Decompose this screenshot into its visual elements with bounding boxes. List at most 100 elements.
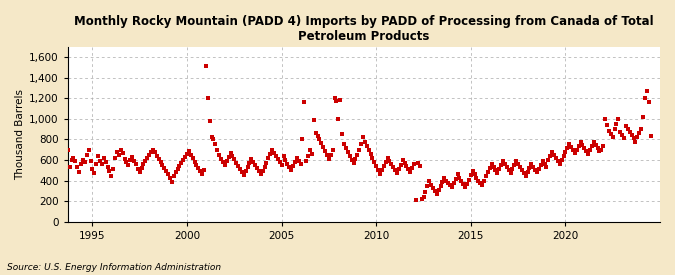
Point <box>187 156 198 160</box>
Point <box>639 96 650 101</box>
Point <box>543 158 554 162</box>
Point <box>405 170 416 175</box>
Point <box>589 139 599 144</box>
Point <box>125 158 136 162</box>
Point <box>64 165 75 169</box>
Point <box>481 174 491 179</box>
Point <box>304 148 315 152</box>
Point <box>106 174 117 179</box>
Point <box>295 162 306 166</box>
Point <box>280 158 291 162</box>
Point <box>176 161 187 165</box>
Point <box>524 166 535 170</box>
Point <box>172 167 183 172</box>
Point <box>382 156 393 160</box>
Point <box>363 148 374 152</box>
Point <box>265 152 275 156</box>
Point <box>630 139 641 144</box>
Point <box>119 157 130 161</box>
Point <box>601 123 612 127</box>
Point <box>575 139 586 144</box>
Point <box>560 150 571 154</box>
Point <box>641 89 652 93</box>
Point <box>111 150 122 154</box>
Point <box>87 167 98 172</box>
Point <box>170 170 181 175</box>
Point <box>622 127 633 131</box>
Point <box>117 151 128 155</box>
Point <box>78 158 88 162</box>
Point <box>142 156 153 160</box>
Point <box>577 142 588 147</box>
Point <box>320 148 331 153</box>
Point <box>151 154 162 158</box>
Point <box>533 167 544 172</box>
Point <box>205 119 215 123</box>
Point <box>626 133 637 138</box>
Point <box>178 158 188 162</box>
Point <box>74 170 84 175</box>
Point <box>592 145 603 150</box>
Point <box>628 136 639 141</box>
Point <box>263 156 274 160</box>
Point <box>446 185 457 189</box>
Point <box>212 148 223 152</box>
Point <box>435 183 446 188</box>
Point <box>469 172 480 177</box>
Point <box>418 195 429 199</box>
Point <box>513 162 524 166</box>
Text: Source: U.S. Energy Information Administration: Source: U.S. Energy Information Administ… <box>7 263 221 272</box>
Point <box>422 183 433 188</box>
Point <box>216 157 227 161</box>
Point <box>62 148 73 152</box>
Point <box>429 189 440 193</box>
Point <box>140 159 151 163</box>
Point <box>632 135 643 140</box>
Point <box>252 166 263 170</box>
Point <box>292 156 302 160</box>
Point <box>189 160 200 164</box>
Point <box>477 183 487 187</box>
Point <box>316 140 327 145</box>
Point <box>467 169 478 174</box>
Point <box>518 171 529 176</box>
Point <box>437 179 448 184</box>
Point <box>516 168 527 172</box>
Point <box>261 161 272 165</box>
Point <box>375 172 385 177</box>
Point <box>545 154 556 158</box>
Point <box>95 159 105 163</box>
Point <box>398 158 408 162</box>
Point <box>193 166 204 170</box>
Point <box>360 139 371 144</box>
Point <box>424 178 435 183</box>
Point <box>102 165 113 169</box>
Point <box>51 209 62 214</box>
Point <box>408 162 419 166</box>
Point <box>495 163 506 167</box>
Point <box>571 148 582 152</box>
Point <box>587 144 597 148</box>
Point <box>426 183 437 187</box>
Point <box>191 163 202 167</box>
Point <box>412 161 423 165</box>
Point <box>566 144 576 149</box>
Point <box>579 145 590 150</box>
Point <box>337 132 348 136</box>
Point <box>57 160 68 164</box>
Point <box>599 117 610 121</box>
Point <box>310 131 321 136</box>
Point <box>522 170 533 175</box>
Point <box>168 174 179 179</box>
Point <box>331 99 342 104</box>
Point <box>452 172 463 177</box>
Point <box>274 160 285 164</box>
Point <box>259 165 270 169</box>
Point <box>490 168 501 172</box>
Point <box>645 134 656 139</box>
Point <box>214 153 225 157</box>
Point <box>564 141 574 146</box>
Point <box>206 135 217 140</box>
Point <box>83 148 94 152</box>
Point <box>643 100 654 105</box>
